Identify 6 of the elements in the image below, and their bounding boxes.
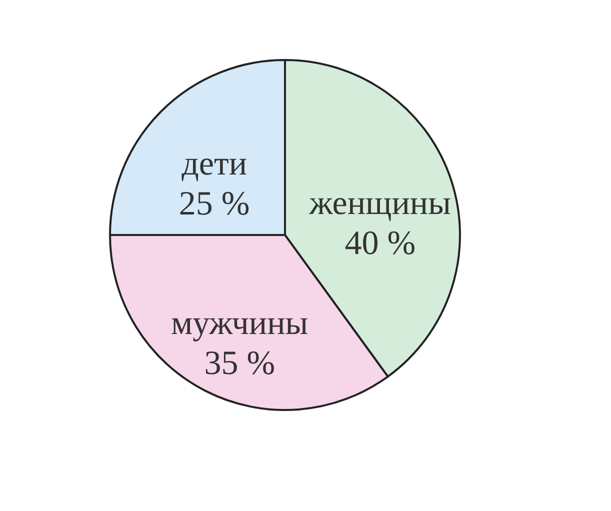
data-label: 25 % [178, 185, 250, 222]
data-label: 40 % [344, 225, 416, 262]
slice-label: женщины [308, 185, 452, 222]
slice-label: мужчины [171, 305, 308, 342]
data-label: 35 % [204, 345, 276, 382]
slice-label: дети [182, 145, 248, 182]
